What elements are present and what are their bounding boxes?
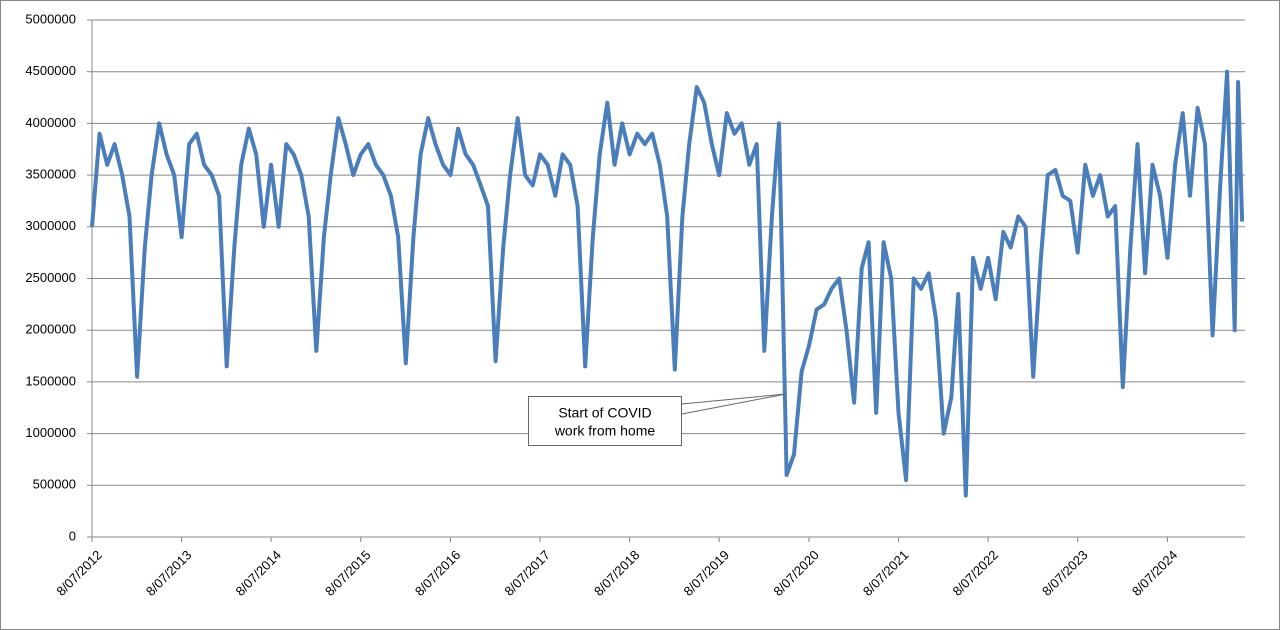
y-tick-label: 1000000 [25, 425, 76, 440]
callout-line [681, 393, 787, 415]
y-tick-label: 5000000 [25, 11, 76, 26]
y-tick-label: 0 [69, 528, 76, 543]
y-tick-label: 1500000 [25, 373, 76, 388]
y-tick-label: 4000000 [25, 115, 76, 130]
annotation-text: work from home [554, 423, 656, 439]
callout-box [528, 396, 682, 446]
data-line [90, 69, 1245, 498]
y-tick-label: 2500000 [25, 270, 76, 285]
y-tick-label: 4500000 [25, 63, 76, 78]
annotation-text: Start of COVID [558, 405, 651, 421]
y-tick-label: 3000000 [25, 218, 76, 233]
y-tick-label: 3500000 [25, 167, 76, 182]
y-tick-label: 2000000 [25, 322, 76, 337]
callout-line [681, 393, 787, 405]
annotation: Start of COVID work from home [528, 393, 787, 446]
y-tick-label: 500000 [33, 477, 76, 492]
